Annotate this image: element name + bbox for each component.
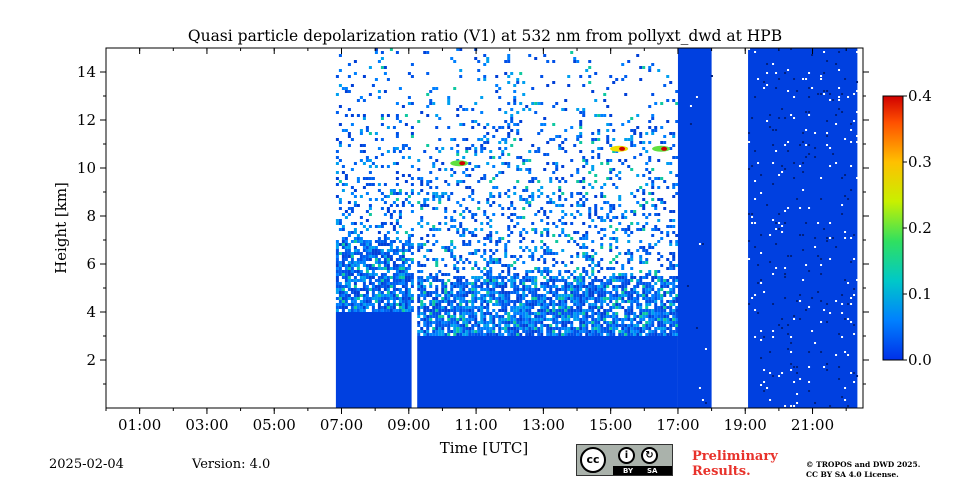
cloud-core-0 [459, 161, 466, 166]
copyright-note: © TROPOS and DWD 2025. CC BY SA 4.0 Lice… [806, 460, 920, 480]
by-tag: BY [623, 467, 634, 475]
cc-icon: cc [580, 447, 606, 473]
x-tick-label: 01:00 [118, 416, 161, 434]
data-segment-2 [677, 48, 712, 408]
speckle-field-2 [686, 75, 713, 404]
cc-license-badge[interactable]: cc i ↻ BY SA [576, 444, 673, 476]
x-tick-label: 21:00 [791, 416, 834, 434]
attribution-icon: i [618, 447, 635, 464]
x-tick-label: 15:00 [589, 416, 632, 434]
data-segment-0 [335, 312, 412, 408]
x-tick-label: 05:00 [253, 416, 296, 434]
colorbar-ticks: 0.0 0.1 0.2 0.3 0.4 [903, 87, 932, 369]
data-segment-3 [748, 48, 858, 408]
plot-area [335, 48, 859, 408]
colorbar-tick-label: 0.1 [908, 285, 932, 303]
colorbar [882, 95, 904, 361]
colorbar-tick-label: 0.3 [908, 153, 932, 171]
copyright-line-1: © TROPOS and DWD 2025. [806, 460, 921, 469]
x-axis-label: Time [UTC] [440, 439, 529, 457]
version-label: Version: 4.0 [192, 457, 271, 472]
speckle-field-3 [748, 48, 859, 407]
cloud-core-1 [619, 146, 626, 151]
chart-title: Quasi particle depolarization ratio (V1)… [188, 27, 782, 45]
x-tick-label: 09:00 [387, 416, 430, 434]
y-tick-label: 14 [77, 63, 96, 81]
y-tick-label: 2 [86, 351, 96, 369]
y-tick-label: 8 [86, 207, 96, 225]
x-tick-label: 03:00 [185, 416, 228, 434]
x-tick-label: 11:00 [454, 416, 497, 434]
copyright-line-2: CC BY SA 4.0 License. [806, 470, 899, 479]
y-tick-label: 6 [86, 255, 96, 273]
license-strip [613, 466, 672, 475]
sa-tag: SA [647, 467, 658, 475]
noise-field-0 [335, 48, 414, 312]
y-tick-label: 4 [86, 303, 96, 321]
x-tick-label: 07:00 [320, 416, 363, 434]
data-segment-1 [417, 336, 678, 408]
y-axis-label: Height [km] [52, 182, 70, 274]
preliminary-line-2: Results. [692, 464, 751, 479]
colorbar-tick-label: 0.2 [908, 219, 932, 237]
noise-field-1 [417, 48, 679, 336]
axes: 01:00 03:00 05:00 07:00 09:00 11:00 13:00 15:00… [77, 48, 869, 434]
date-label: 2025-02-04 [49, 457, 124, 472]
colorbar-tick-label: 0.4 [908, 87, 932, 105]
x-tick-label: 13:00 [522, 416, 565, 434]
plot-frame [105, 47, 864, 409]
cloud-core-2 [661, 146, 668, 151]
preliminary-line-1: Preliminary [692, 449, 778, 464]
colorbar-tick-label: 0.0 [908, 351, 932, 369]
y-tick-label: 12 [77, 111, 96, 129]
x-tick-label: 17:00 [656, 416, 699, 434]
x-tick-label: 19:00 [724, 416, 767, 434]
y-tick-label: 10 [77, 159, 96, 177]
preliminary-note: Preliminary Results. [692, 449, 778, 479]
share-alike-icon: ↻ [641, 447, 658, 464]
